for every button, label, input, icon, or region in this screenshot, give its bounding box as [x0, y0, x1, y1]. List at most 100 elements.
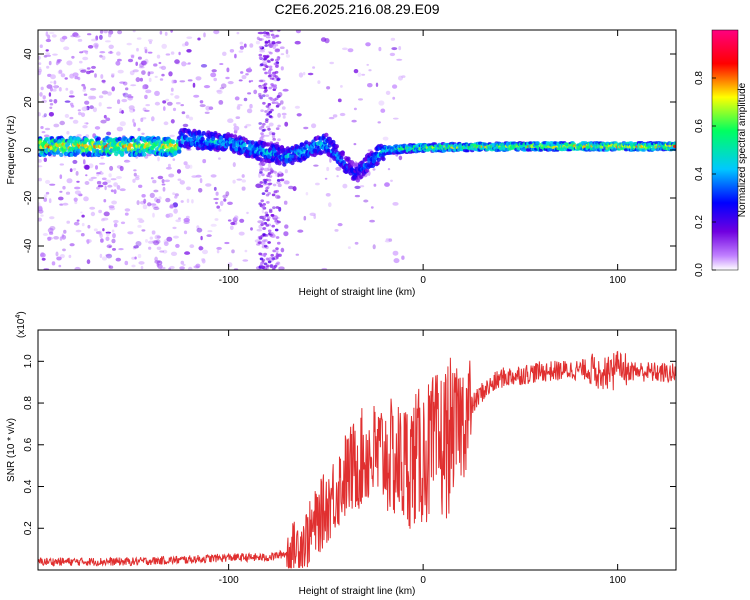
spectrogram-noise-cell [238, 79, 243, 82]
spectrogram-noise-cell [93, 228, 98, 232]
spectrogram-noise-cell [263, 64, 268, 67]
spectrogram-noise-cell [248, 66, 251, 71]
spectrogram-noise-cell [59, 254, 65, 259]
spectrogram-noise-cell [127, 58, 134, 63]
colorbar-tick-label: 0.0 [694, 263, 705, 277]
spectrogram-noise-cell [372, 168, 376, 171]
spectrogram-ridge-cell [324, 132, 329, 138]
spectrogram-noise-cell [367, 83, 373, 88]
spectrogram-noise-cell [271, 40, 276, 44]
y-tick-label: 0.2 [23, 521, 34, 535]
spectrogram-ridge-cell [375, 161, 380, 166]
spectrogram-noise-cell [99, 233, 103, 239]
spectrogram-noise-cell [189, 164, 193, 169]
colorbar-gradient [711, 29, 739, 271]
spectrogram-noise-cell [184, 251, 191, 255]
spectrogram-noise-cell [74, 76, 79, 80]
spectrogram-noise-cell [267, 182, 272, 186]
spectrogram-noise-cell [266, 258, 270, 261]
spectrogram-noise-cell [268, 122, 274, 127]
spectrogram-noise-cell [272, 183, 277, 187]
spectrogram-noise-cell [247, 92, 252, 95]
spectrogram-noise-cell [260, 109, 264, 112]
spectrogram-noise-cell [86, 259, 91, 265]
spectrogram-noise-cell [105, 254, 111, 257]
spectrogram-noise-cell [378, 46, 382, 52]
spectrogram-noise-cell [106, 232, 110, 237]
spectrogram-noise-cell [216, 246, 222, 250]
spectrogram-noise-cell [167, 163, 171, 168]
spectrogram-noise-cell [256, 228, 263, 232]
spectrogram-noise-cell [263, 86, 268, 90]
spectrogram-noise-cell [269, 68, 273, 71]
spectrogram-noise-cell [187, 62, 191, 65]
spectrogram-noise-cell [387, 168, 391, 171]
spectrogram-noise-cell [143, 198, 147, 204]
spectrogram-noise-cell [244, 125, 248, 129]
spectrogram-noise-cell [135, 241, 142, 247]
spectrogram-noise-cell [260, 63, 264, 66]
spectrogram-noise-cell [326, 166, 330, 172]
spectrogram-noise-cell [94, 126, 101, 130]
spectrogram-noise-cell [162, 100, 167, 104]
spectrogram-noise-cell [41, 131, 46, 134]
spectrogram-noise-cell [196, 227, 203, 233]
spectrogram-ridge-cell [45, 137, 50, 142]
spectrogram-noise-cell [235, 116, 241, 119]
spectrogram-noise-cell [186, 198, 190, 203]
spectrogram-noise-cell [267, 74, 272, 78]
spectrogram-noise-cell [179, 80, 186, 83]
spectrogram-noise-cell [125, 87, 129, 91]
spectrogram-noise-cell [218, 100, 224, 105]
spectrogram-noise-cell [151, 230, 156, 235]
spectrogram-noise-cell [118, 248, 124, 251]
spectrogram-noise-cell [283, 180, 290, 185]
spectrogram-noise-cell [183, 230, 188, 235]
spectrogram-noise-cell [159, 250, 165, 253]
spectrogram-ridge-cell [265, 142, 271, 147]
spectrogram-noise-cell [108, 205, 115, 209]
spectrogram-noise-cell [98, 95, 104, 99]
spectrogram-noise-cell [52, 53, 58, 56]
spectrogram-noise-cell [73, 197, 78, 202]
spectrogram-noise-cell [74, 35, 81, 38]
spectrogram-noise-cell [268, 208, 273, 212]
spectrogram-noise-cell [108, 33, 112, 38]
spectrogram-noise-cell [313, 214, 317, 220]
spectrogram-noise-cell [370, 206, 374, 209]
spectrogram-noise-cell [277, 112, 281, 118]
spectrogram-noise-cell [152, 179, 157, 184]
spectrogram-noise-cell [39, 44, 43, 48]
spectrogram-noise-cell [175, 219, 182, 223]
spectrogram-noise-cell [264, 211, 269, 215]
spectrogram-noise-cell [38, 112, 41, 117]
spectrogram-noise-cell [157, 264, 163, 269]
spectrogram-noise-cell [282, 88, 289, 92]
spectrogram-noise-cell [78, 111, 82, 116]
spectrogram-noise-cell [354, 241, 359, 245]
spectrogram-noise-cell [262, 265, 266, 269]
spectrogram-noise-cell [271, 257, 276, 260]
spectrogram-noise-cell [161, 179, 165, 184]
x-tick-label: 100 [609, 275, 626, 286]
spectrogram-noise-cell [98, 102, 102, 107]
spectrogram-noise-cell [116, 176, 122, 179]
spectrogram-noise-cell [186, 49, 192, 53]
spectrogram-noise-cell [58, 196, 64, 201]
spectrogram-noise-cell [96, 231, 101, 234]
spectrogram-noise-cell [145, 89, 152, 94]
spectrogram-noise-cell [288, 185, 294, 190]
spectrogram-noise-cell [89, 70, 95, 73]
spectrogram-noise-cell [392, 202, 399, 206]
spectrogram-noise-cell [170, 87, 174, 92]
spectrogram-noise-cell [258, 86, 263, 89]
spectrogram-noise-cell [147, 202, 152, 207]
spectrogram-noise-cell [124, 208, 131, 212]
spectrogram-noise-cell [216, 249, 220, 254]
spectrogram-noise-cell [59, 190, 63, 193]
spectrogram-noise-cell [137, 224, 142, 228]
spectrogram-noise-cell [239, 45, 244, 50]
spectrogram-noise-cell [213, 30, 220, 35]
x-tick-label: 0 [420, 575, 426, 586]
spectrogram-noise-cell [201, 258, 206, 264]
